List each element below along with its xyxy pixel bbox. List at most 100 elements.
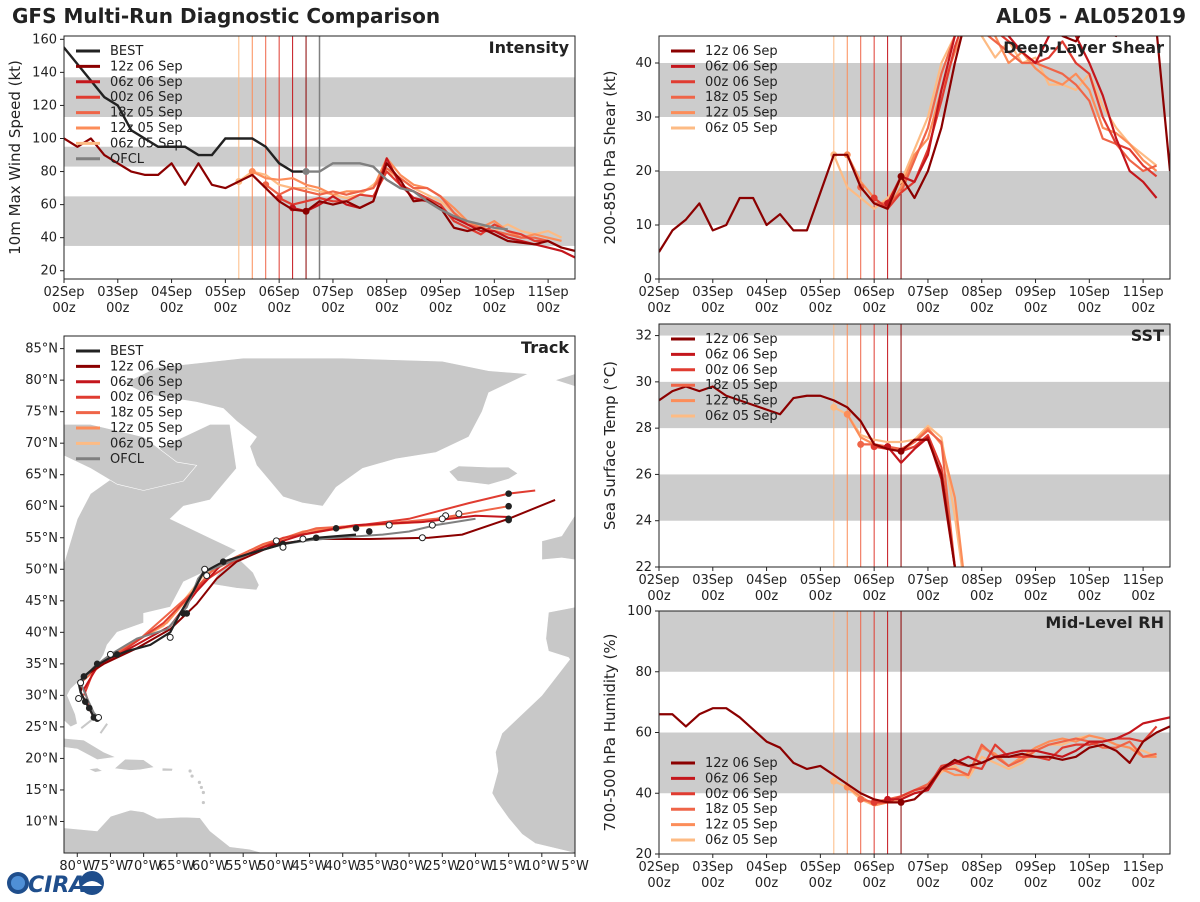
rh-ytick-label: 60 bbox=[635, 726, 652, 741]
sst-xtick-label: 00z bbox=[755, 589, 779, 604]
rh-xtick-label: 00z bbox=[916, 876, 940, 891]
track-position-marker bbox=[85, 704, 93, 712]
sst-shade-band bbox=[659, 474, 1170, 521]
rh-xtick-label: 03Sep bbox=[692, 860, 733, 875]
sst-xtick-label: 08Sep bbox=[961, 573, 1002, 588]
intensity-xtick-label: 10Sep bbox=[474, 285, 515, 300]
shear-title: Deep-Layer Shear bbox=[1003, 38, 1164, 57]
rh-xtick-label: 05Sep bbox=[800, 860, 841, 875]
rh-xtick-label: 09Sep bbox=[1015, 860, 1056, 875]
rh-xtick-label: 00z bbox=[755, 876, 779, 891]
intensity-xtick-label: 09Sep bbox=[420, 285, 461, 300]
shear-legend-label: 18z 05 Sep bbox=[705, 90, 778, 105]
rh-ytick-label: 40 bbox=[635, 786, 652, 801]
sst-xtick-label: 00z bbox=[1078, 589, 1102, 604]
sst-init-point bbox=[843, 410, 851, 418]
sst-xtick-label: 05Sep bbox=[800, 573, 841, 588]
sst-xtick-label: 04Sep bbox=[746, 573, 787, 588]
shear-frame bbox=[658, 35, 1171, 280]
sst-series-4 bbox=[846, 413, 965, 567]
rh-xtick-label: 00z bbox=[701, 876, 725, 891]
sst-xtick-label: 00z bbox=[916, 589, 940, 604]
lesser-antilles-island bbox=[201, 790, 205, 795]
sst-ytick-label: 22 bbox=[635, 560, 652, 575]
track-ytick-label: 25°N bbox=[25, 720, 58, 735]
track-ytick-label: 75°N bbox=[25, 405, 58, 420]
rh-ytick-label: 80 bbox=[635, 665, 652, 680]
track-position-marker bbox=[77, 679, 85, 687]
rh-xtick-label: 02Sep bbox=[638, 860, 679, 875]
shear-xtick-label: 07Sep bbox=[907, 285, 948, 300]
storm-id: AL05 - AL052019 bbox=[996, 4, 1186, 28]
track-position-marker bbox=[455, 510, 463, 518]
intensity-series-best bbox=[64, 45, 307, 173]
intensity-ytick-label: 40 bbox=[40, 231, 57, 246]
sst-shade-band bbox=[659, 381, 1170, 429]
track-xtick-label: 20°W bbox=[458, 859, 494, 874]
track-position-marker bbox=[183, 610, 191, 617]
panel-intensity: Intensity2040608010012014016002Sep00z03S… bbox=[6, 32, 576, 316]
sst-xtick-label: 06Sep bbox=[854, 573, 895, 588]
track-xtick-label: 40°W bbox=[325, 859, 361, 874]
track-legend-label: 18z 05 Sep bbox=[110, 406, 183, 421]
puerto-rico-island bbox=[161, 767, 174, 772]
north-america-landmass bbox=[64, 424, 238, 728]
track-ytick-label: 50°N bbox=[25, 562, 58, 577]
track-legend-label: 12z 05 Sep bbox=[110, 421, 183, 436]
track-ytick-label: 40°N bbox=[25, 625, 58, 640]
shear-series-4 bbox=[846, 36, 1158, 210]
rh-series-0 bbox=[659, 707, 1170, 804]
track-legend-label: 06z 05 Sep bbox=[110, 436, 183, 451]
sst-frame bbox=[658, 323, 1171, 568]
sst-init-point bbox=[830, 403, 838, 411]
sst-plot-area bbox=[659, 324, 1170, 567]
panel-track: Track80°W75°W70°W65°W60°W55°W50°W45°W40°… bbox=[25, 335, 589, 874]
lesser-antilles-island bbox=[197, 780, 201, 784]
track-xtick-label: 45°W bbox=[292, 859, 328, 874]
europe-africa-landmass bbox=[491, 606, 575, 853]
intensity-xtick-label: 05Sep bbox=[205, 285, 246, 300]
track-position-marker bbox=[203, 572, 211, 580]
rh-xtick-label: 00z bbox=[647, 876, 671, 891]
rh-xtick-label: 00z bbox=[1131, 876, 1155, 891]
lesser-antilles-island bbox=[190, 774, 194, 778]
track-position-marker bbox=[428, 521, 436, 529]
track-position-marker bbox=[95, 713, 103, 721]
shear-xtick-label: 04Sep bbox=[746, 285, 787, 300]
rh-ylabel: 700-500 hPa Humidity (%) bbox=[601, 633, 619, 831]
shear-xtick-label: 09Sep bbox=[1015, 285, 1056, 300]
uk-ireland-landmass bbox=[541, 514, 575, 570]
rh-legend-label: 12z 05 Sep bbox=[705, 818, 778, 833]
track-xtick-label: 5°W bbox=[561, 859, 589, 874]
rh-xtick-label: 11Sep bbox=[1123, 860, 1164, 875]
sst-xtick-label: 03Sep bbox=[692, 573, 733, 588]
sst-title: SST bbox=[1131, 326, 1164, 345]
main-title: GFS Multi-Run Diagnostic Comparison bbox=[12, 4, 441, 28]
track-position-marker bbox=[166, 633, 174, 641]
intensity-legend-label: 18z 05 Sep bbox=[110, 106, 183, 121]
shear-xtick-label: 00z bbox=[1078, 301, 1102, 316]
shear-xtick-label: 00z bbox=[1024, 301, 1048, 316]
intensity-ytick-label: 120 bbox=[32, 98, 57, 113]
intensity-xtick-label: 03Sep bbox=[97, 285, 138, 300]
sst-legend-label: 06z 05 Sep bbox=[705, 409, 778, 424]
intensity-xtick-label: 00z bbox=[52, 301, 76, 316]
cira-logo: CIRA bbox=[4, 866, 108, 898]
track-xtick-label: 35°W bbox=[358, 859, 394, 874]
rh-legend-label: 18z 05 Sep bbox=[705, 802, 778, 817]
track-ytick-label: 70°N bbox=[25, 436, 58, 451]
baffin-island bbox=[64, 424, 198, 491]
track-series-best bbox=[77, 533, 357, 720]
intensity-title: Intensity bbox=[489, 38, 570, 57]
intensity-legend-label: 12z 05 Sep bbox=[110, 121, 183, 136]
track-xtick-label: 25°W bbox=[424, 859, 460, 874]
track-plot-area bbox=[64, 336, 575, 853]
sst-xtick-label: 02Sep bbox=[638, 573, 679, 588]
rh-xtick-label: 00z bbox=[862, 876, 886, 891]
jamaica-island bbox=[87, 767, 104, 773]
track-position-marker bbox=[81, 698, 89, 705]
sst-xtick-label: 00z bbox=[970, 589, 994, 604]
track-position-marker bbox=[352, 524, 360, 532]
